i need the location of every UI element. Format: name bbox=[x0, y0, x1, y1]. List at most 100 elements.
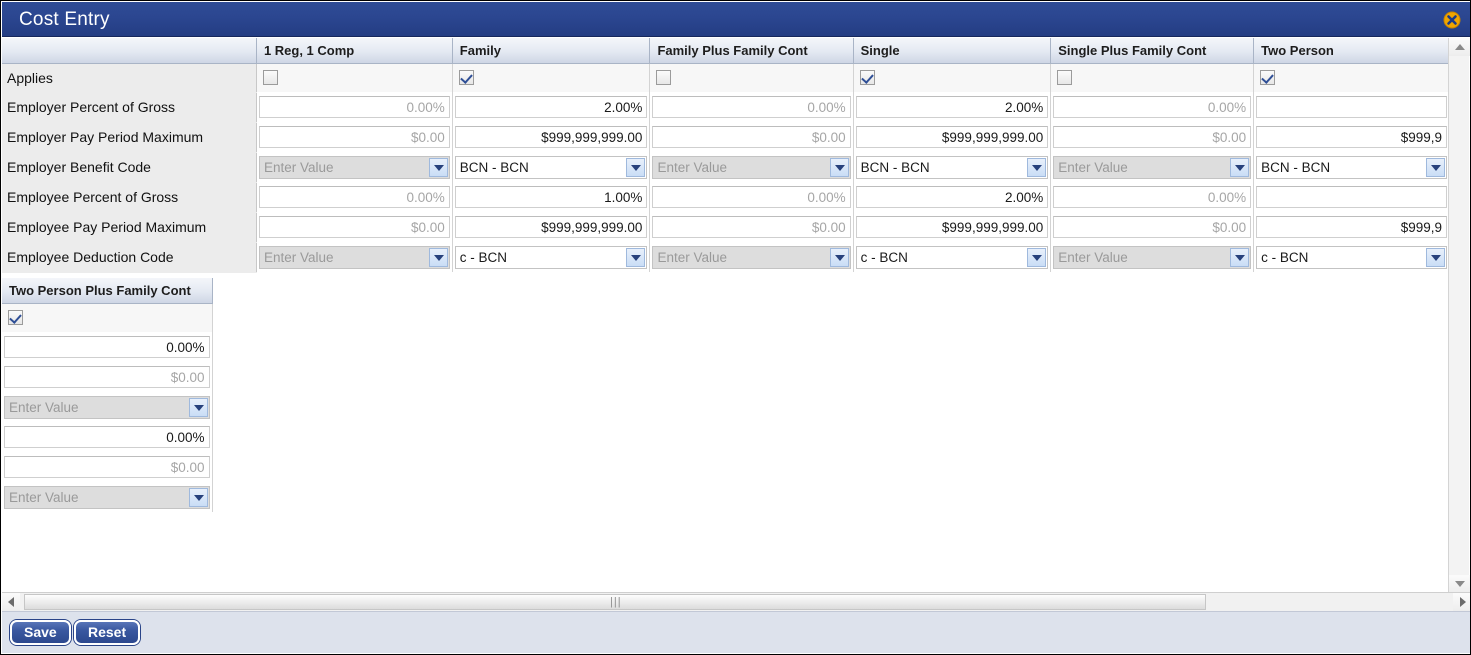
row-label-employee-pay-period-maximum: Employee Pay Period Maximum bbox=[2, 212, 257, 243]
employee-max-input[interactable]: $999,999,999.00 bbox=[454, 216, 648, 238]
employer-percent-input[interactable]: 2.00% bbox=[855, 96, 1049, 118]
employee-deduction-code-dropdown[interactable]: Enter Value bbox=[4, 485, 210, 509]
column-header-two-person-plus-family-cont[interactable]: Two Person Plus Family Cont bbox=[2, 278, 213, 304]
chevron-down-icon[interactable] bbox=[188, 487, 208, 507]
close-icon[interactable] bbox=[1443, 11, 1461, 29]
grid-block-wrapped: Two Person Plus Family Cont 0.00% $0.00 … bbox=[2, 278, 213, 512]
column-header-single[interactable]: Single bbox=[853, 38, 1052, 64]
chevron-down-icon[interactable] bbox=[626, 247, 646, 267]
row-label-employer-pay-period-maximum: Employer Pay Period Maximum bbox=[2, 122, 257, 153]
footer-toolbar: Save Reset bbox=[2, 611, 1470, 653]
column-header-family[interactable]: Family bbox=[452, 38, 651, 64]
employer-benefit-code-dropdown[interactable]: Enter Value bbox=[4, 395, 210, 419]
employee-deduction-code-dropdown[interactable]: Enter Value bbox=[652, 245, 851, 269]
employee-max-input[interactable]: $0.00 bbox=[4, 456, 210, 478]
applies-checkbox[interactable] bbox=[1260, 70, 1276, 86]
employer-benefit-code-value: BCN - BCN bbox=[459, 159, 529, 175]
employee-percent-input[interactable] bbox=[1256, 186, 1447, 208]
employee-max-input[interactable]: $0.00 bbox=[258, 216, 450, 238]
chevron-down-icon[interactable] bbox=[1230, 247, 1250, 267]
employee-percent-input[interactable]: 0.00% bbox=[4, 426, 210, 448]
save-button[interactable]: Save bbox=[10, 620, 71, 645]
reset-button[interactable]: Reset bbox=[74, 620, 141, 645]
chevron-down-icon[interactable] bbox=[829, 157, 849, 177]
chevron-left-icon[interactable] bbox=[2, 593, 20, 611]
employer-percent-input[interactable] bbox=[1256, 96, 1447, 118]
table-row-employee-percent-of-gross: Employee Percent of Gross 0.00% 1.00% 0.… bbox=[2, 182, 1450, 213]
employer-max-input[interactable]: $999,9 bbox=[1256, 126, 1447, 148]
cell-applies-family-plus-family-cont bbox=[649, 63, 854, 92]
vertical-scrollbar[interactable] bbox=[1448, 38, 1470, 593]
chevron-down-icon[interactable] bbox=[1426, 157, 1445, 177]
employer-max-input[interactable]: $0.00 bbox=[258, 126, 450, 148]
column-header-1-reg-1-comp[interactable]: 1 Reg, 1 Comp bbox=[256, 38, 453, 64]
table-row-employer-pay-period-maximum: $0.00 bbox=[2, 362, 213, 392]
employee-max-input[interactable]: $999,999,999.00 bbox=[855, 216, 1049, 238]
column-header-two-person[interactable]: Two Person bbox=[1253, 38, 1450, 64]
employer-percent-input[interactable]: 0.00% bbox=[652, 96, 851, 118]
horizontal-scrollbar[interactable]: ||| bbox=[2, 592, 1470, 611]
chevron-down-icon[interactable] bbox=[1027, 157, 1047, 177]
applies-checkbox[interactable] bbox=[656, 70, 672, 86]
applies-checkbox[interactable] bbox=[8, 310, 23, 326]
employee-max-input[interactable]: $999,9 bbox=[1256, 216, 1447, 238]
employee-deduction-code-value: c - BCN bbox=[1261, 249, 1309, 265]
employee-deduction-code-dropdown[interactable]: c - BCN bbox=[454, 245, 648, 269]
cell-applies-1-reg-1-comp bbox=[256, 63, 453, 92]
chevron-down-icon[interactable] bbox=[1449, 575, 1470, 593]
cell-applies-two-person-plus-family-cont bbox=[2, 303, 213, 332]
horizontal-scrollbar-thumb[interactable]: ||| bbox=[24, 594, 1206, 610]
employee-deduction-code-dropdown[interactable]: Enter Value bbox=[1053, 245, 1252, 269]
employer-percent-input[interactable]: 0.00% bbox=[4, 336, 210, 358]
employer-benefit-code-dropdown[interactable]: Enter Value bbox=[1053, 155, 1252, 179]
employee-max-input[interactable]: $0.00 bbox=[1053, 216, 1252, 238]
chevron-down-icon[interactable] bbox=[829, 247, 849, 267]
employer-max-input[interactable]: $0.00 bbox=[1053, 126, 1252, 148]
employee-max-input[interactable]: $0.00 bbox=[652, 216, 851, 238]
employee-deduction-code-dropdown[interactable]: Enter Value bbox=[258, 245, 450, 269]
employer-benefit-code-dropdown[interactable]: BCN - BCN bbox=[1256, 155, 1447, 179]
applies-checkbox[interactable] bbox=[859, 70, 875, 86]
employer-benefit-code-dropdown[interactable]: Enter Value bbox=[652, 155, 851, 179]
chevron-up-icon[interactable] bbox=[1449, 38, 1470, 56]
employee-percent-input[interactable]: 0.00% bbox=[1053, 186, 1252, 208]
employee-percent-input[interactable]: 0.00% bbox=[652, 186, 851, 208]
table-row-employer-percent-of-gross: Employer Percent of Gross 0.00% 2.00% 0.… bbox=[2, 92, 1450, 123]
employer-max-input[interactable]: $999,999,999.00 bbox=[855, 126, 1049, 148]
column-header-corner bbox=[2, 38, 257, 64]
employee-percent-input[interactable]: 2.00% bbox=[855, 186, 1049, 208]
chevron-down-icon[interactable] bbox=[428, 157, 448, 177]
employer-max-input[interactable]: $0.00 bbox=[652, 126, 851, 148]
employee-percent-input[interactable]: 0.00% bbox=[258, 186, 450, 208]
employee-deduction-code-dropdown[interactable]: c - BCN bbox=[1256, 245, 1447, 269]
chevron-down-icon[interactable] bbox=[1027, 247, 1047, 267]
employee-percent-input[interactable]: 1.00% bbox=[454, 186, 648, 208]
employer-max-input[interactable]: $999,999,999.00 bbox=[454, 126, 648, 148]
employee-deduction-code-dropdown[interactable]: c - BCN bbox=[855, 245, 1049, 269]
chevron-down-icon[interactable] bbox=[626, 157, 646, 177]
column-header-family-plus-family-cont[interactable]: Family Plus Family Cont bbox=[649, 38, 854, 64]
applies-checkbox[interactable] bbox=[262, 70, 278, 86]
column-header-single-plus-family-cont[interactable]: Single Plus Family Cont bbox=[1050, 38, 1255, 64]
employer-percent-input[interactable]: 0.00% bbox=[258, 96, 450, 118]
employer-benefit-code-dropdown[interactable]: BCN - BCN bbox=[454, 155, 648, 179]
employee-deduction-code-value: Enter Value bbox=[1058, 249, 1128, 265]
cell-applies-single bbox=[853, 63, 1052, 92]
chevron-down-icon[interactable] bbox=[188, 397, 208, 417]
chevron-right-icon[interactable] bbox=[1453, 593, 1470, 611]
applies-checkbox[interactable] bbox=[1057, 70, 1073, 86]
employer-benefit-code-value: Enter Value bbox=[9, 399, 79, 415]
employer-max-input[interactable]: $0.00 bbox=[4, 366, 210, 388]
chevron-down-icon[interactable] bbox=[1230, 157, 1250, 177]
employer-percent-input[interactable]: 0.00% bbox=[1053, 96, 1252, 118]
cell-applies-two-person bbox=[1253, 63, 1450, 92]
window-titlebar: Cost Entry bbox=[2, 2, 1470, 37]
employer-benefit-code-dropdown[interactable]: Enter Value bbox=[258, 155, 450, 179]
employer-percent-input[interactable]: 2.00% bbox=[454, 96, 648, 118]
table-row-employee-pay-period-maximum: $0.00 bbox=[2, 452, 213, 482]
chevron-down-icon[interactable] bbox=[1426, 247, 1445, 267]
chevron-down-icon[interactable] bbox=[428, 247, 448, 267]
applies-checkbox[interactable] bbox=[458, 70, 474, 86]
row-label-employee-deduction-code: Employee Deduction Code bbox=[2, 242, 257, 273]
employer-benefit-code-dropdown[interactable]: BCN - BCN bbox=[855, 155, 1049, 179]
